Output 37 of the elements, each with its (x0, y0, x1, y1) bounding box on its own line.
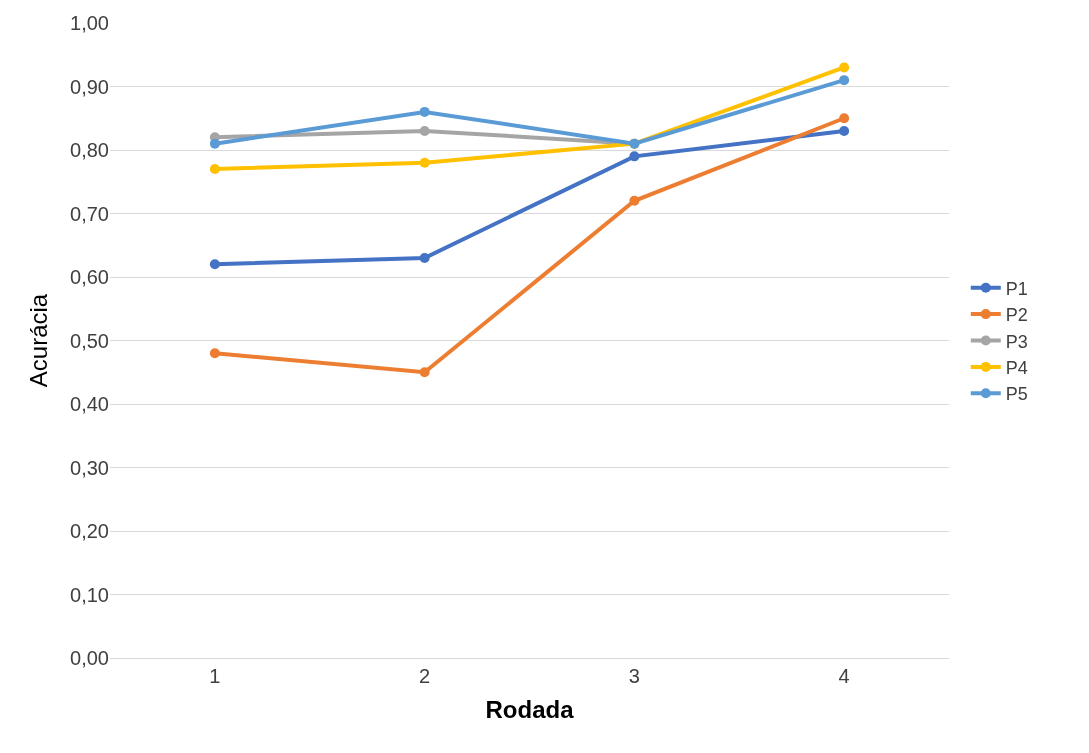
legend-label: P2 (1005, 305, 1028, 326)
point (419, 106, 430, 117)
point (419, 367, 430, 378)
y-tick-label: 0,80 (70, 139, 109, 161)
point (629, 195, 640, 206)
y-axis-title: Acurácia (25, 293, 53, 388)
y-tick-label: 0,20 (70, 520, 109, 542)
y-tick-label: 0,60 (70, 266, 109, 288)
x-tick-label: 2 (419, 665, 431, 687)
legend-label: P1 (1005, 278, 1028, 299)
y-tick-label: 0,00 (70, 647, 109, 669)
point (419, 252, 430, 263)
x-tick-label: 3 (628, 665, 640, 687)
point (419, 125, 430, 136)
y-tick-label: 0,90 (70, 75, 109, 98)
point (839, 75, 850, 86)
legend-label: P5 (1005, 384, 1028, 405)
point (839, 62, 850, 73)
point (209, 164, 220, 175)
point (839, 125, 850, 136)
x-axis-title: Rodada (485, 696, 575, 724)
x-tick-label: 1 (209, 665, 221, 687)
point (209, 259, 220, 270)
point (209, 348, 220, 359)
point (419, 157, 430, 168)
point (629, 151, 640, 162)
y-tick-label: 0,10 (70, 583, 109, 606)
y-tick-label: 0,70 (70, 202, 109, 225)
y-tick-label: 0,30 (70, 456, 109, 479)
legend-label: P4 (1005, 357, 1028, 378)
legend-label: P3 (1005, 331, 1028, 352)
point (209, 138, 220, 149)
x-tick-label: 4 (838, 665, 850, 687)
y-tick-label: 0,50 (70, 329, 109, 352)
y-tick-label: 0,40 (70, 393, 109, 415)
point (839, 113, 850, 124)
y-tick-label: 1,00 (70, 12, 109, 34)
